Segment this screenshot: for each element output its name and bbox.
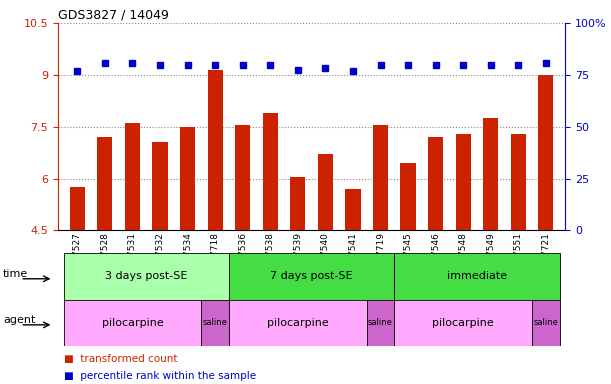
Bar — [64, 300, 202, 346]
Bar — [428, 137, 443, 230]
Bar — [263, 113, 278, 230]
Bar — [125, 123, 140, 230]
Text: 3 days post-SE: 3 days post-SE — [105, 271, 188, 281]
Bar — [229, 253, 394, 300]
Text: agent: agent — [3, 315, 35, 325]
Bar — [367, 300, 394, 346]
Bar — [97, 137, 112, 230]
Bar — [456, 134, 471, 230]
Bar — [373, 125, 388, 230]
Text: 7 days post-SE: 7 days post-SE — [270, 271, 353, 281]
Text: saline: saline — [368, 318, 393, 327]
Bar — [538, 75, 554, 230]
Text: pilocarpine: pilocarpine — [101, 318, 163, 328]
Bar — [290, 177, 306, 230]
Bar — [394, 300, 532, 346]
Bar — [345, 189, 360, 230]
Bar — [180, 127, 195, 230]
Text: saline: saline — [203, 318, 227, 327]
Text: ■  percentile rank within the sample: ■ percentile rank within the sample — [64, 371, 256, 381]
Text: time: time — [3, 269, 28, 279]
Text: pilocarpine: pilocarpine — [433, 318, 494, 328]
Text: immediate: immediate — [447, 271, 507, 281]
Bar — [483, 118, 499, 230]
Bar — [152, 142, 167, 230]
Text: GDS3827 / 14049: GDS3827 / 14049 — [58, 9, 169, 22]
Bar — [70, 187, 85, 230]
Bar — [532, 300, 560, 346]
Text: ■  transformed count: ■ transformed count — [64, 354, 178, 364]
Bar — [64, 253, 229, 300]
Bar — [229, 300, 367, 346]
Text: pilocarpine: pilocarpine — [267, 318, 329, 328]
Bar — [400, 163, 415, 230]
Bar — [511, 134, 526, 230]
Bar — [394, 253, 560, 300]
Bar — [208, 70, 223, 230]
Bar — [235, 125, 251, 230]
Bar — [318, 154, 333, 230]
Text: saline: saline — [533, 318, 558, 327]
Bar — [202, 300, 229, 346]
